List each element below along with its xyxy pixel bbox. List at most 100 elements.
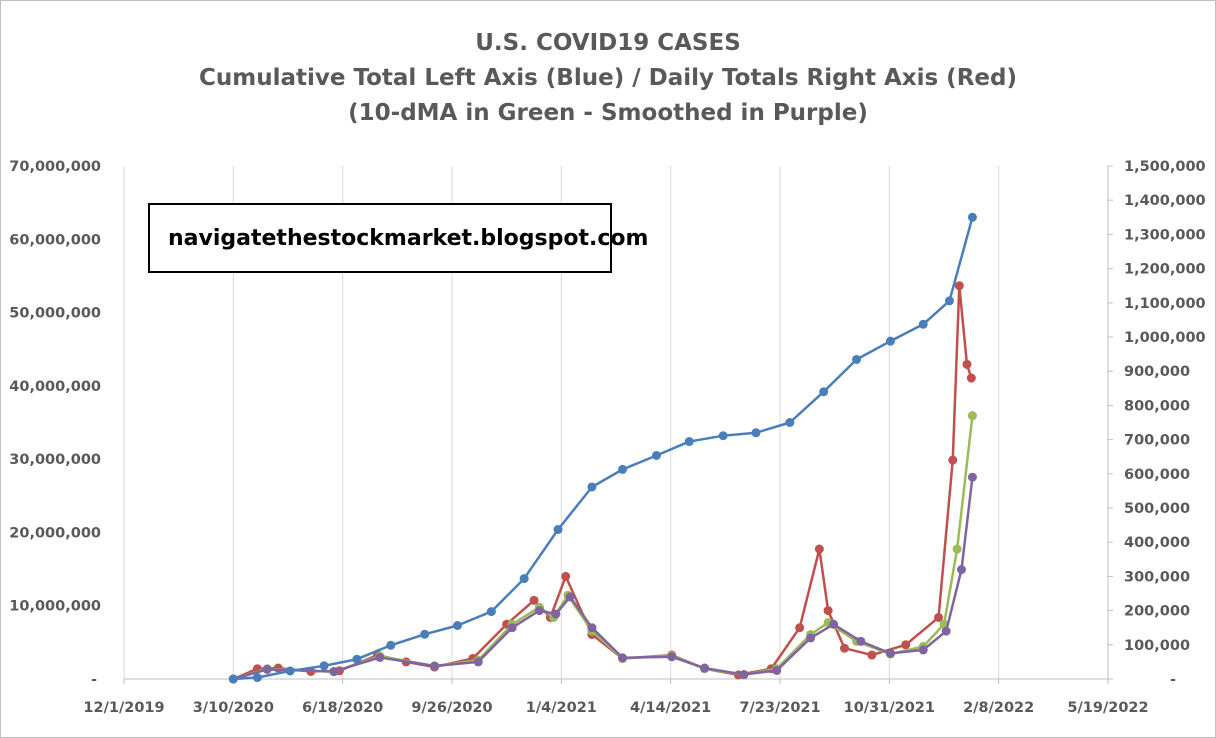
- right-y-tick-label: 1,500,000: [1124, 159, 1206, 175]
- tick-labels: 12/1/2019 3/10/2020 6/18/2020 9/26/2020 1/4/…: [9, 159, 1205, 716]
- daily-series-point: [814, 544, 824, 554]
- cumulative-series-point: [386, 640, 396, 650]
- daily-series-point: [867, 650, 877, 660]
- x-tick-label: 12/1/2019: [83, 700, 164, 716]
- ma10-series-point: [967, 411, 977, 421]
- right-y-tick-label: -: [1170, 672, 1176, 688]
- x-tick-label: 2/8/2022: [963, 700, 1034, 716]
- cumulative-series-point: [718, 431, 728, 441]
- chart-title: U.S. COVID19 CASES: [475, 30, 741, 56]
- daily-series-point: [966, 373, 976, 383]
- left-y-tick-label: 20,000,000: [9, 525, 101, 541]
- smoothed-series-point: [829, 619, 839, 629]
- cumulative-series-point: [885, 336, 895, 346]
- cumulative-series-line: [233, 216, 974, 681]
- cumulative-series-point: [420, 629, 430, 639]
- smoothed-series-point: [739, 670, 749, 680]
- chart-subtitle: Cumulative Total Left Axis (Blue) / Dail…: [199, 65, 1017, 91]
- smoothed-series-point: [430, 661, 440, 671]
- smoothed-series-point: [885, 648, 895, 658]
- daily-series-point: [962, 359, 972, 369]
- smoothed-series-point: [772, 665, 782, 675]
- cumulative-series-point: [452, 621, 462, 631]
- cumulative-series-point: [553, 524, 563, 534]
- cumulative-series-point: [944, 296, 954, 306]
- smoothed-series-point: [941, 626, 951, 636]
- left-y-tick-label: 40,000,000: [9, 379, 101, 395]
- daily-series-point: [795, 623, 805, 633]
- smoothed-series-point: [667, 652, 677, 662]
- right-y-tick-label: 1,400,000: [1124, 193, 1206, 209]
- right-y-tick-label: 700,000: [1124, 433, 1190, 449]
- smoothed-series-point: [587, 623, 597, 633]
- daily-series-point: [561, 571, 571, 581]
- left-y-tick-label: 30,000,000: [9, 452, 101, 468]
- x-tick-label: 3/10/2020: [193, 700, 274, 716]
- right-y-tick-label: 1,100,000: [1124, 296, 1206, 312]
- smoothed-series: [228, 472, 977, 684]
- x-tick-label: 10/31/2021: [844, 700, 935, 716]
- cumulative-series-point: [352, 654, 362, 664]
- x-tick-label: 1/4/2021: [526, 700, 597, 716]
- right-y-tick-label: 400,000: [1124, 535, 1190, 551]
- cumulative-series-point: [852, 354, 862, 364]
- left-y-tick-label: -: [91, 672, 97, 688]
- cumulative-series-point: [587, 482, 597, 492]
- smoothed-series-point: [618, 653, 628, 663]
- right-y-tick-label: 200,000: [1124, 604, 1190, 620]
- smoothed-series-point: [956, 565, 966, 575]
- daily-series-point: [840, 643, 850, 653]
- left-y-tick-label: 60,000,000: [9, 232, 101, 248]
- cumulative-series-point: [252, 673, 262, 683]
- right-y-tick-label: 500,000: [1124, 501, 1190, 517]
- daily-series-point: [954, 281, 964, 291]
- left-y-tick-label: 50,000,000: [9, 306, 101, 322]
- right-y-tick-label: 300,000: [1124, 569, 1190, 585]
- daily-series-point: [901, 640, 911, 650]
- cumulative-series-point: [319, 661, 329, 671]
- smoothed-series-point: [806, 633, 816, 643]
- smoothed-series-line: [232, 477, 974, 681]
- right-y-tick-label: 900,000: [1124, 364, 1190, 380]
- daily-series-point: [823, 606, 833, 616]
- ma10-series-point: [952, 544, 962, 554]
- right-y-tick-label: 100,000: [1124, 638, 1190, 654]
- daily-series-point: [934, 612, 944, 622]
- smoothed-series-point: [551, 609, 561, 619]
- smoothed-series-point: [375, 652, 385, 662]
- cumulative-series-point: [819, 387, 829, 397]
- series-layer: [228, 212, 977, 684]
- cumulative-series-point: [918, 319, 928, 329]
- left-y-tick-label: 70,000,000: [9, 159, 101, 175]
- cumulative-series-point: [684, 437, 694, 447]
- x-tick-label: 9/26/2020: [411, 700, 492, 716]
- smoothed-series-point: [967, 472, 977, 482]
- smoothed-series-point: [534, 606, 544, 616]
- smoothed-series-point: [918, 645, 928, 655]
- blog-annotation: navigatethestockmarket.blogspot.com: [148, 203, 648, 273]
- left-y-tick-label: 10,000,000: [9, 599, 101, 615]
- x-tick-label: 5/19/2022: [1067, 700, 1148, 716]
- x-tick-label: 6/18/2020: [302, 700, 383, 716]
- cumulative-series-point: [228, 674, 238, 684]
- right-y-tick-label: 600,000: [1124, 467, 1190, 483]
- cumulative-series-point: [785, 418, 795, 427]
- smoothed-series-point: [565, 592, 575, 602]
- cumulative-series-point: [618, 464, 628, 474]
- right-y-tick-label: 800,000: [1124, 398, 1190, 414]
- cumulative-series-point: [285, 666, 295, 676]
- x-tick-label: 7/23/2021: [739, 700, 820, 716]
- right-y-tick-label: 1,000,000: [1124, 330, 1206, 346]
- right-y-tick-label: 1,200,000: [1124, 262, 1206, 278]
- right-y-tick-label: 1,300,000: [1124, 227, 1206, 243]
- daily-series-point: [948, 455, 958, 465]
- chart-titles: U.S. COVID19 CASES Cumulative Total Left…: [0, 26, 1216, 131]
- cumulative-series: [228, 212, 977, 684]
- smoothed-series-point: [700, 663, 710, 673]
- cumulative-series-point: [486, 607, 496, 617]
- smoothed-series-point: [473, 657, 483, 667]
- x-tick-label: 4/14/2021: [630, 700, 711, 716]
- cumulative-series-point: [967, 212, 977, 222]
